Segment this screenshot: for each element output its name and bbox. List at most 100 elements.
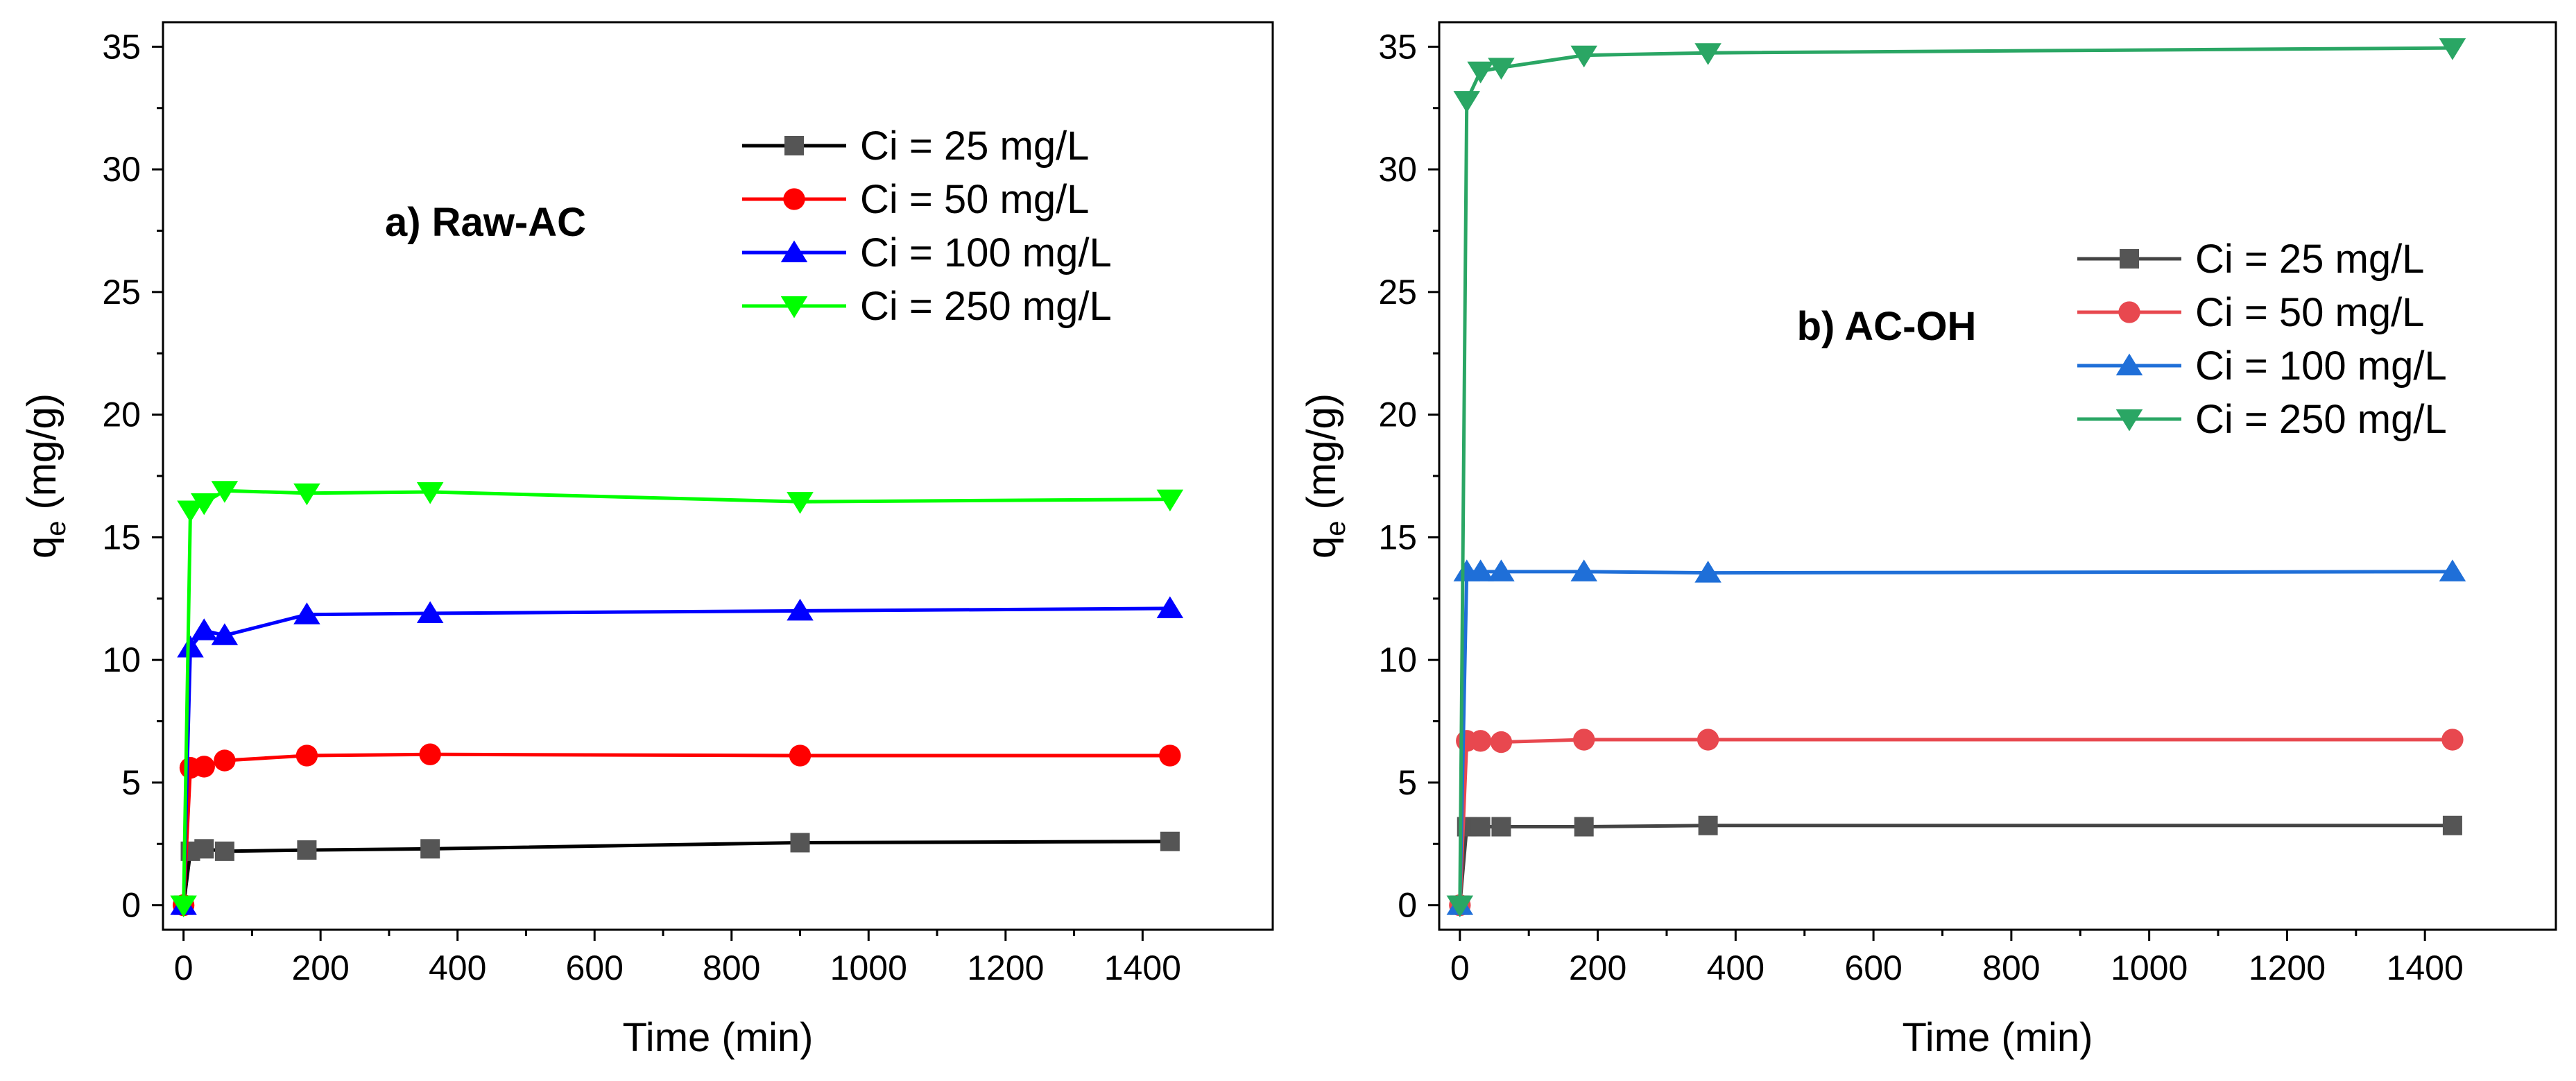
series-3	[1446, 559, 2466, 915]
legend-marker	[780, 296, 808, 318]
y-tick-label: 10	[102, 640, 141, 679]
data-point	[297, 840, 317, 860]
data-point	[214, 749, 236, 772]
legend-marker	[784, 136, 804, 155]
series-1	[1450, 815, 2462, 915]
legend-marker	[2118, 301, 2140, 323]
data-point	[191, 493, 218, 516]
data-point	[787, 598, 814, 621]
legend-marker	[780, 240, 808, 262]
x-tick-label: 1000	[830, 948, 907, 987]
legend-label: Ci = 25 mg/L	[860, 124, 1089, 169]
data-point	[1488, 58, 1515, 80]
y-axis-title: qe (mg/g)	[19, 393, 71, 559]
legend-label: Ci = 100 mg/L	[860, 230, 1112, 275]
y-tick-label: 15	[1378, 518, 1417, 556]
y-axis-title-main: q	[1299, 536, 1344, 559]
series-2	[1449, 729, 2464, 917]
plot-frame	[162, 21, 1274, 931]
data-point	[1698, 815, 1718, 835]
data-point	[1491, 817, 1511, 837]
data-point	[1694, 43, 1721, 65]
data-point	[211, 623, 239, 645]
data-point	[293, 483, 320, 506]
data-point	[1574, 817, 1594, 837]
y-axis-title-subscript: e	[41, 521, 71, 536]
data-point	[211, 481, 239, 503]
series-line	[182, 840, 1170, 905]
x-tick-label: 1000	[2111, 948, 2188, 987]
legend-label: Ci = 100 mg/L	[2195, 343, 2447, 389]
data-point	[177, 500, 204, 522]
data-point	[1570, 559, 1597, 581]
legend: Ci = 25 mg/L Ci = 50 mg/L Ci = 100 mg/L Ci …	[2077, 237, 2447, 442]
y-axis-title: qe (mg/g)	[1299, 393, 1351, 559]
x-tick-label: 800	[1982, 948, 2040, 987]
legend-label: Ci = 25 mg/L	[2195, 237, 2424, 282]
y-tick-label: 20	[1378, 395, 1417, 434]
y-axis-title-subscript: e	[1321, 521, 1351, 536]
data-point	[1490, 731, 1513, 754]
legend-entry: Ci = 50 mg/L	[2077, 290, 2424, 335]
x-tick-label: 400	[1707, 948, 1764, 987]
data-point	[194, 839, 214, 859]
panel-title: a) Raw-AC	[385, 200, 586, 245]
series-4	[1446, 38, 2466, 918]
series-1	[173, 831, 1180, 915]
plot-frame	[1438, 21, 2557, 931]
legend-entry: Ci = 100 mg/L	[2077, 343, 2447, 389]
data-point	[214, 841, 234, 861]
data-point	[1488, 559, 1515, 581]
y-tick-label: 10	[1378, 640, 1417, 679]
x-tick-label: 0	[1450, 948, 1470, 987]
data-point	[789, 744, 812, 767]
y-tick-label: 0	[121, 886, 141, 925]
y-tick-label: 5	[1398, 763, 1417, 802]
legend-entry: Ci = 50 mg/L	[742, 177, 1089, 222]
x-tick-label: 800	[703, 948, 760, 987]
y-axis-title-unit: (mg/g)	[19, 393, 65, 510]
data-point	[2442, 815, 2462, 835]
chart-panel-b: 0 200 400 600 800 1000 1200 1400 0 5 10 15 20 25 30 35 T…	[1299, 21, 2557, 1060]
legend-marker	[783, 188, 805, 210]
data-point	[1453, 91, 1481, 113]
data-point	[295, 744, 318, 767]
data-point	[420, 839, 440, 859]
legend-entry: Ci = 250 mg/L	[2077, 397, 2447, 442]
series-4	[170, 481, 1184, 918]
data-point	[1160, 831, 1180, 851]
data-point	[193, 756, 215, 778]
series-line	[1458, 738, 2453, 905]
legend-entry: Ci = 25 mg/L	[2077, 237, 2424, 282]
data-point	[1156, 596, 1184, 618]
series-2	[172, 743, 1181, 917]
data-point	[1467, 61, 1494, 84]
data-point	[419, 743, 441, 765]
x-tick-label: 1200	[967, 948, 1044, 987]
data-point	[1159, 744, 1181, 767]
data-point	[416, 482, 444, 504]
data-point	[1570, 45, 1597, 68]
series-3	[170, 596, 1184, 915]
legend-label: Ci = 250 mg/L	[2195, 397, 2447, 442]
data-point	[416, 601, 444, 623]
x-tick-label: 0	[174, 948, 194, 987]
series-line	[1458, 824, 2453, 905]
y-axis-title-unit: (mg/g)	[1299, 393, 1344, 510]
x-tick-label: 400	[429, 948, 486, 987]
data-point	[170, 895, 197, 918]
legend-marker	[2120, 249, 2139, 269]
legend-label: Ci = 50 mg/L	[2195, 290, 2424, 335]
legend-label: Ci = 50 mg/L	[860, 177, 1089, 222]
series-line	[1458, 46, 2453, 905]
data-point	[1469, 730, 1492, 752]
data-point	[2441, 729, 2464, 751]
data-point	[1694, 561, 1721, 583]
series-line	[182, 752, 1170, 905]
x-axis-title: Time (min)	[623, 1015, 814, 1060]
data-point	[1446, 895, 1474, 918]
y-tick-label: 0	[1398, 886, 1417, 925]
panel-title: b) AC-OH	[1797, 304, 1977, 349]
chart-panel-a: 0 200 400 600 800 1000 1200 1400 0 5 10 15 20 25 30 35 T…	[19, 21, 1274, 1060]
